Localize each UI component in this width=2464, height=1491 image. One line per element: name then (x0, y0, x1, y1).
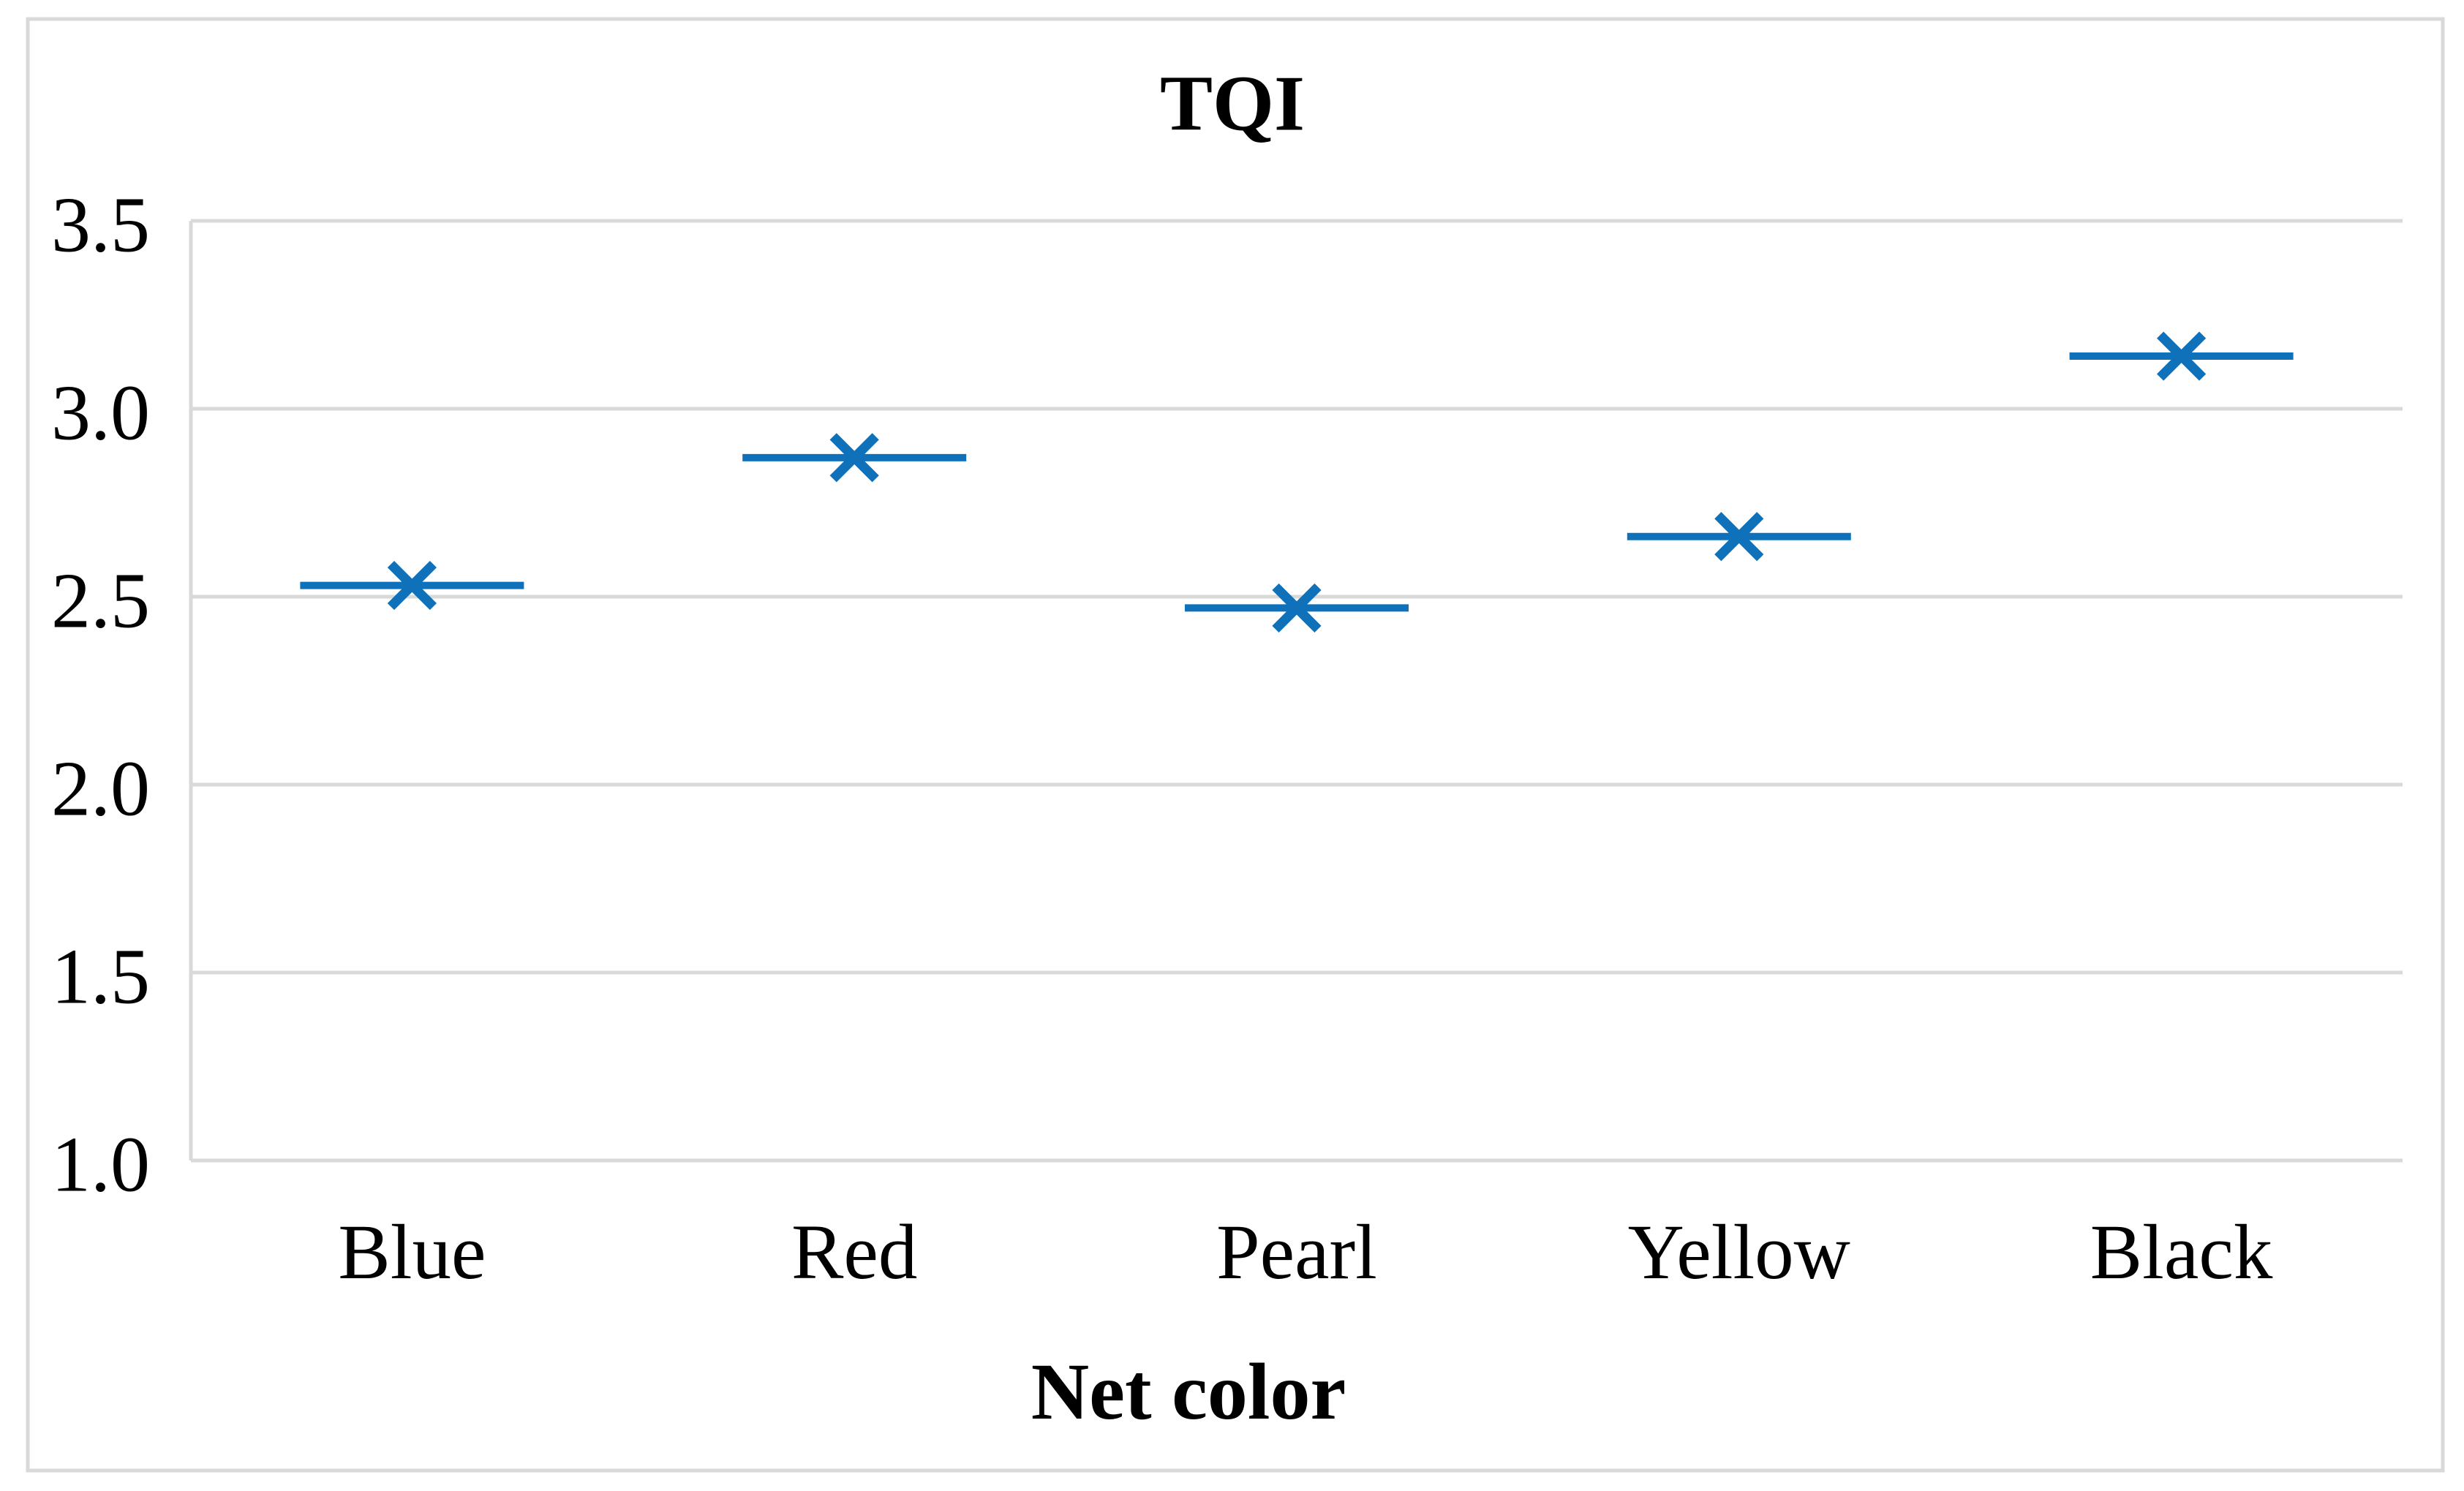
x-category-label: Blue (338, 1209, 486, 1296)
gridlines (191, 219, 2403, 1163)
x-category-label: Pearl (1216, 1209, 1377, 1296)
x-marker-icon (829, 433, 879, 483)
data-marker (2069, 331, 2294, 381)
x-marker-icon (1714, 512, 1764, 562)
y-tick-label: 3.5 (51, 182, 150, 269)
x-category-label: Yellow (1628, 1209, 1850, 1296)
y-tick-label: 1.0 (51, 1122, 150, 1209)
x-marker-icon (387, 560, 437, 611)
data-marker (742, 433, 967, 483)
y-tick-label: 1.5 (51, 934, 150, 1021)
y-tick-labels: 1.0 1.5 2.0 2.5 3.0 3.5 (51, 182, 150, 1209)
x-marker-icon (1272, 583, 1322, 633)
data-marker (1627, 512, 1851, 562)
x-category-label: Black (2090, 1209, 2273, 1296)
data-marker (300, 560, 524, 611)
data-markers (300, 331, 2294, 633)
chart-title: TQI (1160, 61, 1305, 148)
figure-border (26, 17, 2445, 1473)
x-category-labels: Blue Red Pearl Yellow Black (338, 1209, 2273, 1296)
x-axis-title: Net color (1031, 1347, 1346, 1436)
y-tick-label: 3.0 (51, 370, 150, 457)
x-category-label: Red (791, 1209, 917, 1296)
data-marker (1185, 583, 1409, 633)
y-tick-label: 2.0 (51, 746, 150, 833)
x-marker-icon (2157, 331, 2207, 381)
y-tick-label: 2.5 (51, 558, 150, 645)
